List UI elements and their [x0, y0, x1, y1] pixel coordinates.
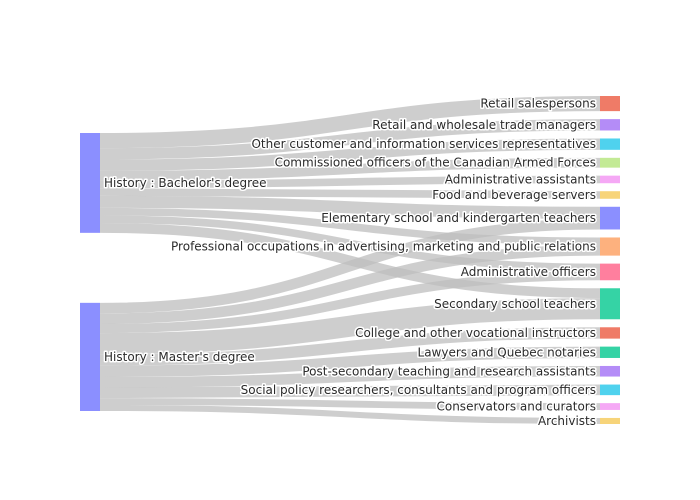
- target-node: [600, 417, 620, 424]
- target-node: [600, 191, 620, 199]
- sankey-link: [99, 215, 601, 272]
- target-node: [600, 263, 620, 281]
- source-node-label: History : Master's degree: [104, 350, 255, 364]
- target-node: [600, 175, 620, 184]
- target-node-label: Lawyers and Quebec notaries: [418, 345, 596, 359]
- target-node: [600, 138, 620, 150]
- target-node: [600, 327, 620, 339]
- sankey-link: [99, 384, 601, 399]
- sankey-link: [99, 346, 601, 377]
- sankey-link: [99, 298, 601, 355]
- sankey-link: [99, 188, 601, 199]
- target-node-label: Post-secondary teaching and research ass…: [302, 364, 596, 378]
- target-node: [600, 346, 620, 358]
- sankey-link: [99, 95, 601, 149]
- sankey-link: [99, 398, 601, 410]
- nodes-layer: [80, 96, 620, 424]
- target-node-label: Food and beverage servers: [432, 188, 596, 202]
- target-node: [600, 403, 620, 410]
- target-node: [600, 157, 620, 168]
- target-node-label: College and other vocational instructors: [355, 326, 596, 340]
- source-node-label: History : Bachelor's degree: [104, 176, 267, 190]
- sankey-link: [99, 223, 601, 299]
- target-node: [600, 206, 620, 230]
- target-node-label: Social policy researchers, consultants a…: [241, 383, 596, 397]
- sankey-link: [99, 119, 601, 160]
- target-node-label: Elementary school and kindergarten teach…: [321, 211, 596, 225]
- target-node-label: Secondary school teachers: [434, 297, 596, 311]
- labels-layer: History : Bachelor's degree History : Mas…: [103, 95, 598, 429]
- sankey-link: [99, 404, 601, 424]
- target-node: [600, 237, 620, 256]
- links-layer: [99, 95, 601, 424]
- target-node-label: Retail salespersons: [480, 97, 596, 111]
- target-node-label: Conservators and curators: [436, 400, 596, 414]
- target-node-label: Other customer and information services …: [251, 137, 596, 151]
- target-node-label: Professional occupations in advertising,…: [171, 240, 596, 254]
- sankey-link: [99, 175, 601, 189]
- target-node-label: Retail and wholesale trade managers: [372, 118, 596, 132]
- sankey-link: [99, 327, 601, 366]
- sankey-link: [99, 157, 601, 181]
- sankey-link: [99, 218, 601, 314]
- target-node: [600, 96, 620, 112]
- target-node-label: Commissioned officers of the Canadian Ar…: [275, 156, 596, 170]
- target-node-label: Administrative officers: [461, 265, 596, 279]
- sankey-link: [99, 138, 601, 171]
- sankey-link: [99, 195, 601, 219]
- sankey-link: [99, 207, 601, 246]
- source-node: [80, 302, 100, 411]
- target-node-label: Administrative assistants: [445, 172, 596, 186]
- target-node: [600, 119, 620, 131]
- sankey-link: [99, 271, 601, 334]
- target-node: [600, 288, 620, 320]
- target-node: [600, 384, 620, 396]
- sankey-link: [99, 245, 601, 325]
- sankey-link: [99, 365, 601, 388]
- target-node-label: Archivists: [538, 414, 596, 428]
- target-node: [600, 365, 620, 377]
- source-node: [80, 133, 100, 233]
